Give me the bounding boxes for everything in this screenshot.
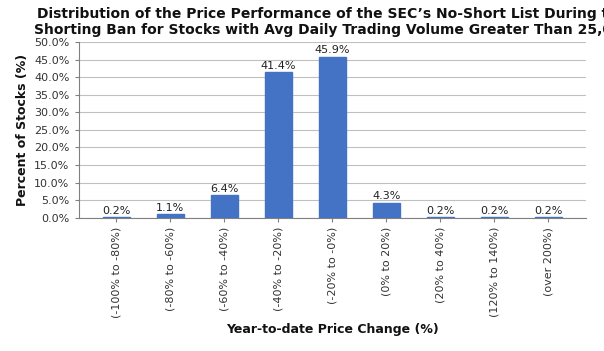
Bar xyxy=(103,217,130,218)
Bar xyxy=(211,195,238,218)
Text: 45.9%: 45.9% xyxy=(315,45,350,55)
Text: 0.2%: 0.2% xyxy=(534,206,562,216)
Y-axis label: Percent of Stocks (%): Percent of Stocks (%) xyxy=(16,54,28,206)
Bar xyxy=(373,203,400,218)
Text: 1.1%: 1.1% xyxy=(156,203,184,213)
Text: 0.2%: 0.2% xyxy=(480,206,509,216)
Bar xyxy=(319,57,345,218)
Bar xyxy=(265,72,292,218)
Text: 0.2%: 0.2% xyxy=(426,206,454,216)
X-axis label: Year-to-date Price Change (%): Year-to-date Price Change (%) xyxy=(226,324,439,337)
Text: 0.2%: 0.2% xyxy=(102,206,130,216)
Bar xyxy=(426,217,454,218)
Text: 4.3%: 4.3% xyxy=(372,192,400,201)
Text: 6.4%: 6.4% xyxy=(210,184,239,194)
Bar xyxy=(157,214,184,218)
Text: 41.4%: 41.4% xyxy=(260,61,296,71)
Bar xyxy=(481,217,507,218)
Title: Distribution of the Price Performance of the SEC’s No-Short List During the
Shor: Distribution of the Price Performance of… xyxy=(34,7,604,37)
Bar xyxy=(535,217,562,218)
